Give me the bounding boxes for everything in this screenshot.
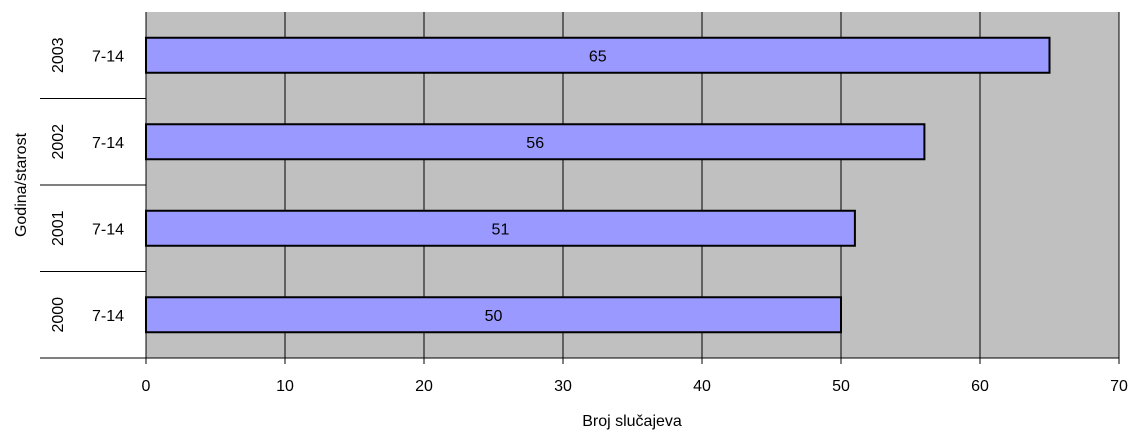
bar — [145, 296, 842, 334]
y-tick-label-year: 2001 — [50, 210, 67, 246]
y-tick-label-age: 7-14 — [92, 48, 124, 65]
y-tick-label-age: 7-14 — [92, 308, 124, 325]
data-label: 50 — [485, 308, 503, 325]
x-tick-label: 0 — [142, 378, 151, 395]
x-tick-label: 40 — [693, 378, 711, 395]
y-tick-label-age: 7-14 — [92, 135, 124, 152]
x-tick-label: 50 — [832, 378, 850, 395]
data-label: 65 — [589, 48, 607, 65]
y-axis-title: Godina/starost — [13, 132, 30, 237]
bar — [145, 36, 1051, 74]
x-tick-label: 60 — [971, 378, 989, 395]
y-axis-labels: 7-14 2003 7-14 2002 7-14 2001 7-14 2000 — [50, 37, 124, 332]
bars — [145, 36, 1051, 334]
data-labels: 65 56 51 50 — [485, 48, 607, 325]
data-label: 56 — [526, 135, 544, 152]
data-label: 51 — [492, 221, 510, 238]
x-axis-title: Broj slučajeva — [582, 413, 682, 430]
x-tick-label: 10 — [276, 378, 294, 395]
y-tick-label-year: 2000 — [50, 297, 67, 333]
x-tick-label: 30 — [554, 378, 572, 395]
bar — [145, 123, 926, 161]
category-separators — [40, 98, 146, 272]
x-tick-label: 70 — [1110, 378, 1128, 395]
y-tick-label-year: 2002 — [50, 124, 67, 160]
x-axis-ticks: 0 10 20 30 40 50 60 70 — [142, 358, 1128, 395]
y-tick-label-year: 2003 — [50, 37, 67, 73]
y-tick-label-age: 7-14 — [92, 221, 124, 238]
x-tick-label: 20 — [415, 378, 433, 395]
